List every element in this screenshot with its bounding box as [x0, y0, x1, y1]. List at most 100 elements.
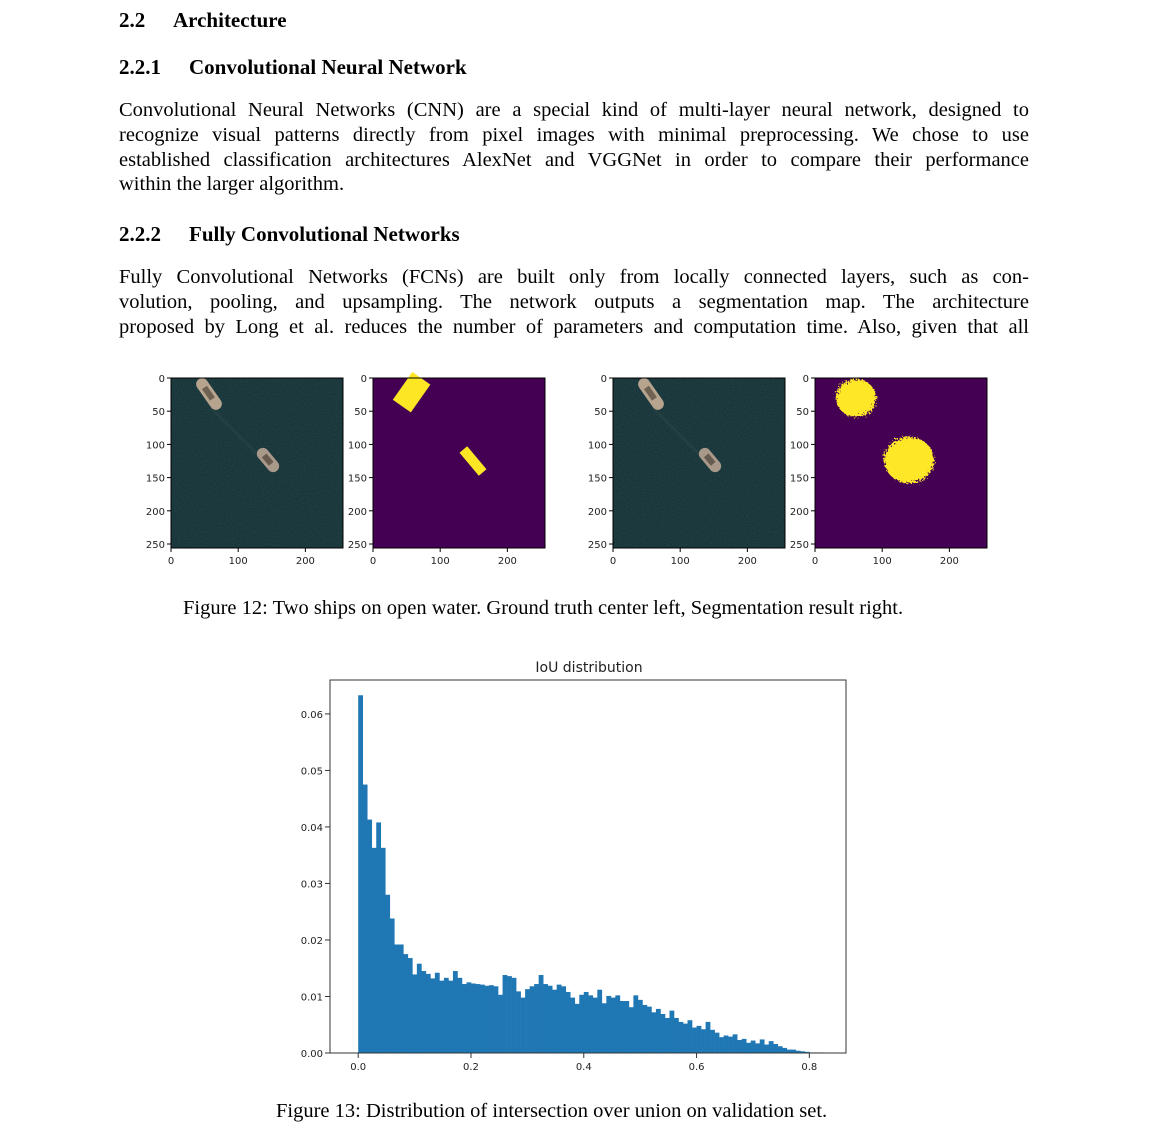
y-tick-label: 0.02	[301, 936, 323, 947]
pred-blob-2	[884, 437, 934, 483]
histogram-bar	[507, 976, 512, 1053]
histogram-bar	[615, 995, 621, 1053]
x-tick-label: 0.4	[576, 1062, 592, 1073]
ship-2	[256, 447, 280, 473]
y-tick-label: 0.01	[301, 992, 323, 1003]
figure-13-caption: Figure 13: Distribution of intersection …	[276, 1100, 828, 1122]
histogram-bar	[367, 819, 373, 1053]
subsection-heading-fcn: 2.2.2 Fully Convolutional Networks	[119, 222, 460, 247]
histogram-bar	[412, 974, 418, 1053]
y-tick-label: 200	[348, 507, 367, 518]
ship-deck	[643, 385, 657, 401]
histogram-bar	[800, 1051, 806, 1053]
y-tick-label: 0.03	[301, 879, 323, 890]
y-tick-label: 250	[348, 540, 367, 551]
histogram-bar	[759, 1039, 765, 1053]
histogram-bar	[475, 984, 481, 1053]
text-line: proposed by Long et al. reduces the numb…	[119, 315, 1029, 338]
histogram-bar	[452, 971, 458, 1053]
ship-1	[196, 378, 222, 410]
histogram-bar	[678, 1021, 684, 1053]
x-tick-label: 200	[940, 556, 959, 567]
section-number: 2.2	[119, 8, 146, 32]
histogram-bar	[484, 985, 490, 1053]
histogram-bar	[804, 1051, 810, 1053]
histogram-bar	[416, 963, 422, 1053]
y-tick-label: 150	[790, 474, 809, 485]
histogram-bar	[389, 918, 395, 1053]
histogram-bar	[628, 1007, 634, 1053]
histogram-bar	[394, 944, 400, 1053]
y-tick-label: 200	[588, 507, 607, 518]
histogram-bar	[403, 954, 409, 1053]
histogram-bar	[380, 847, 386, 1053]
histogram-bar	[741, 1038, 747, 1053]
x-tick-label: 100	[671, 556, 690, 567]
histogram-bar	[655, 1008, 661, 1053]
histogram-bar	[398, 944, 404, 1053]
figure-12-caption: Figure 12: Two ships on open water. Grou…	[183, 597, 904, 619]
histogram-bar	[448, 980, 454, 1053]
histogram-bar	[619, 1001, 625, 1053]
histogram-bar	[732, 1034, 738, 1053]
mask-ship-2	[459, 446, 487, 476]
histogram-bar	[547, 985, 553, 1053]
histogram-bar	[692, 1027, 697, 1053]
y-tick-label: 0	[361, 374, 367, 385]
panel-frame	[170, 377, 344, 549]
y-tick-label: 100	[348, 440, 367, 451]
histogram-bar	[786, 1049, 792, 1053]
y-tick-label: 150	[348, 474, 367, 485]
histogram-bar	[624, 1001, 630, 1053]
water-texture	[171, 378, 343, 548]
y-tick-label: 200	[146, 507, 165, 518]
histogram-bar	[407, 958, 413, 1053]
panel-frame	[814, 377, 988, 549]
chart-title: IoU distribution	[535, 660, 642, 676]
histogram-bar	[633, 995, 639, 1053]
histogram-bar	[674, 1017, 679, 1053]
section-title: Architecture	[173, 8, 287, 32]
histogram-bar	[588, 995, 594, 1053]
x-tick-label: 0	[168, 556, 174, 567]
histogram-bar	[457, 977, 463, 1053]
y-tick-label: 150	[588, 474, 607, 485]
text-line: recognize visual patterns directly from …	[119, 123, 1029, 146]
histogram-bar	[493, 986, 499, 1053]
text-line: within the larger algorithm.	[119, 173, 345, 196]
histogram-bar	[606, 995, 612, 1053]
histogram-bar	[516, 991, 521, 1053]
y-tick-label: 150	[146, 474, 165, 485]
y-tick-label: 100	[588, 440, 607, 451]
histogram-bar	[710, 1029, 715, 1053]
x-tick-label: 0	[370, 556, 376, 567]
histogram-bar	[443, 977, 449, 1053]
histogram-bar	[430, 978, 436, 1053]
y-tick-label: 0	[803, 374, 809, 385]
histogram-bar	[773, 1043, 779, 1053]
histogram-bar	[561, 986, 567, 1053]
x-tick-label: 100	[431, 556, 450, 567]
histogram-bar	[683, 1023, 688, 1053]
histogram-bar	[425, 973, 431, 1053]
ship-wake	[209, 406, 263, 460]
histogram-bar	[601, 1003, 607, 1053]
text-line: volution, pooling, and upsampling. The n…	[119, 290, 1029, 313]
histogram-bar	[714, 1032, 720, 1053]
ship-deck	[201, 385, 215, 401]
histogram-bar	[525, 989, 530, 1053]
histogram-bar	[574, 1003, 580, 1053]
histogram-bar	[421, 971, 427, 1053]
histogram-bar	[764, 1044, 770, 1053]
histogram-bar	[782, 1047, 788, 1053]
histogram-bar	[728, 1036, 733, 1053]
histogram-bar	[480, 984, 485, 1053]
y-tick-label: 250	[146, 540, 165, 551]
histogram-bar	[755, 1043, 761, 1053]
y-tick-label: 0.04	[301, 823, 323, 834]
histogram-bar	[579, 994, 585, 1053]
